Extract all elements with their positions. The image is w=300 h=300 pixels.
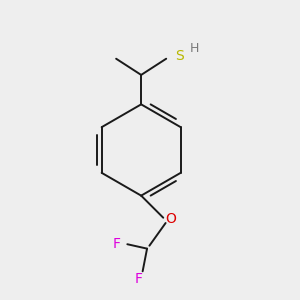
Text: F: F [112, 237, 121, 250]
Text: S: S [176, 49, 184, 63]
Text: F: F [134, 272, 142, 286]
Text: O: O [166, 212, 176, 226]
Text: H: H [190, 42, 199, 55]
